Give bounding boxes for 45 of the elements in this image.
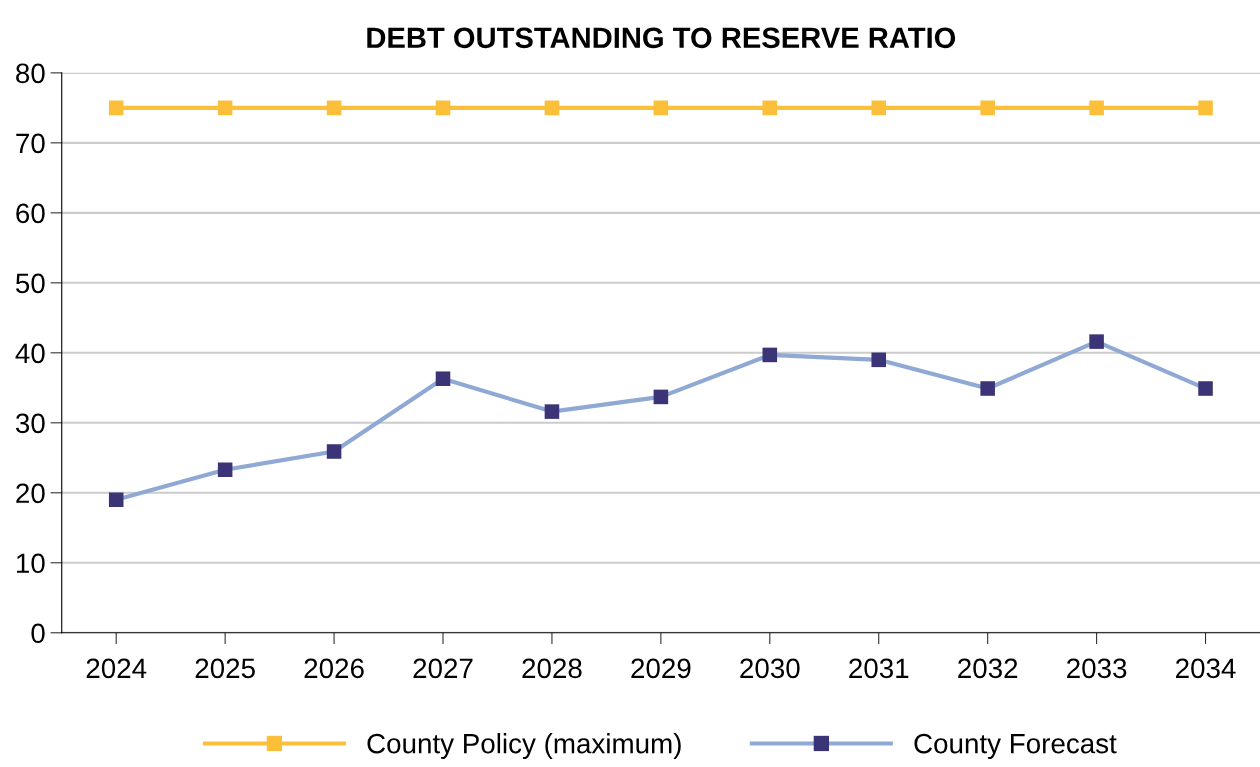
point (1198, 100, 1213, 116)
point (980, 381, 995, 396)
point (1089, 334, 1104, 349)
y-tick-label: 80 (16, 63, 45, 84)
point (108, 492, 124, 508)
point (653, 100, 669, 116)
y-tick-label: 60 (16, 203, 45, 224)
x-tick-label: 2028 (522, 658, 582, 679)
x-tick-label: 2029 (631, 658, 691, 679)
point (435, 100, 451, 116)
point (1198, 381, 1213, 396)
y-tick-label: 30 (15, 413, 45, 434)
y-tick-label: 70 (16, 133, 45, 154)
legend-label: County Forecast (914, 733, 1117, 759)
y-tick-label: 10 (16, 553, 45, 574)
chart-title: DEBT OUTSTANDING TO RESERVE RATIO (367, 27, 956, 49)
y-tick-label: 20 (16, 483, 45, 504)
point (762, 100, 778, 116)
x-tick-label: 2030 (740, 658, 800, 679)
point (326, 100, 342, 116)
point (1089, 100, 1104, 116)
x-tick-label: 2032 (958, 658, 1018, 679)
y-tick-label: 40 (15, 343, 45, 364)
point (217, 462, 233, 477)
x-tick-label: 2031 (849, 658, 909, 679)
y-tick-label: 50 (15, 273, 45, 294)
point (326, 444, 342, 459)
point (544, 404, 560, 419)
x-tick-label: 2024 (86, 658, 147, 679)
point (871, 100, 887, 116)
y-tick-label: 0 (31, 623, 45, 644)
point (108, 100, 124, 116)
point (435, 371, 451, 386)
point (980, 100, 995, 116)
point (762, 347, 778, 363)
legend-label: County Policy (maximum) (367, 733, 681, 759)
point (653, 389, 669, 405)
x-tick-label: 2034 (1176, 658, 1236, 679)
x-tick-label: 2026 (304, 658, 364, 679)
point (544, 100, 560, 116)
x-tick-label: 2025 (195, 658, 255, 679)
point (871, 352, 887, 368)
x-tick-label: 2033 (1067, 658, 1127, 679)
x-tick-label: 2027 (413, 658, 473, 679)
point (217, 100, 233, 116)
